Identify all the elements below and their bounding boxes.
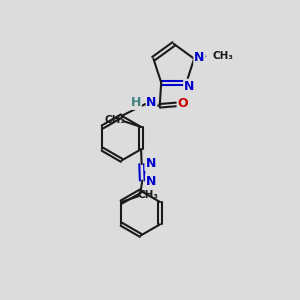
Text: N: N [184,80,194,93]
Text: N: N [146,175,156,188]
Text: CH₃: CH₃ [213,51,234,61]
Text: CH₃: CH₃ [137,190,158,200]
Text: CH₃: CH₃ [105,116,126,125]
Text: N: N [146,96,157,109]
Text: N: N [194,51,205,64]
Text: O: O [178,97,188,110]
Text: N: N [146,157,156,170]
Text: H: H [131,96,141,109]
